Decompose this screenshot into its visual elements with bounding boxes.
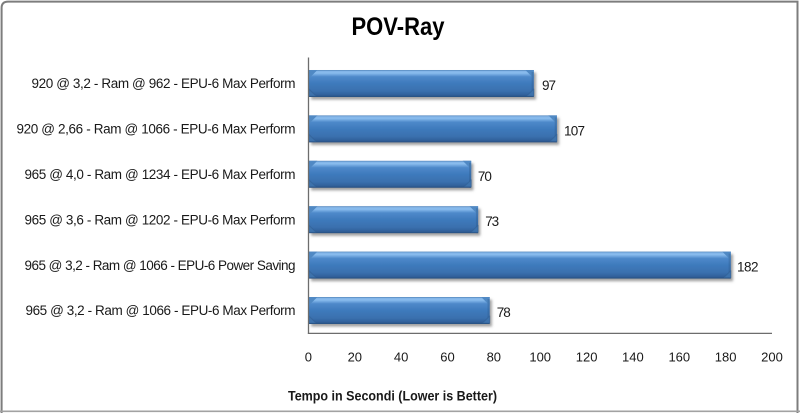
svg-text:60: 60 [440,350,454,365]
svg-text:920 @ 3,2 - Ram @ 962 - EPU-6: 920 @ 3,2 - Ram @ 962 - EPU-6 Max Perfor… [32,76,296,91]
svg-text:20: 20 [348,350,362,365]
svg-text:182: 182 [737,260,759,275]
svg-text:920 @ 2,66 - Ram @ 1066 - EPU-: 920 @ 2,66 - Ram @ 1066 - EPU-6 Max Perf… [17,122,296,137]
svg-text:100: 100 [529,350,551,365]
svg-text:Tempo in Secondi (Lower is Bet: Tempo in Secondi (Lower is Better) [288,388,497,404]
svg-text:965 @ 4,0 - Ram @ 1234 - EPU-6: 965 @ 4,0 - Ram @ 1234 - EPU-6 Max Perfo… [25,167,296,182]
svg-text:97: 97 [542,78,556,93]
svg-text:107: 107 [564,123,585,138]
svg-text:73: 73 [485,214,499,229]
svg-text:965 @ 3,2 - Ram @ 1066 - EPU-6: 965 @ 3,2 - Ram @ 1066 - EPU-6 Max Perfo… [26,303,296,318]
svg-text:965 @ 3,6 - Ram @ 1202 - EPU-6: 965 @ 3,6 - Ram @ 1202 - EPU-6 Max Perfo… [25,212,296,227]
svg-text:120: 120 [576,350,598,365]
svg-text:200: 200 [761,350,783,365]
svg-text:965 @ 3,2 - Ram @ 1066 - EPU-6: 965 @ 3,2 - Ram @ 1066 - EPU-6 Power Sav… [25,258,296,273]
svg-text:POV-Ray: POV-Ray [352,13,445,41]
svg-text:180: 180 [715,350,737,365]
svg-text:80: 80 [487,350,501,365]
svg-text:70: 70 [478,169,492,184]
svg-text:160: 160 [668,350,690,365]
svg-text:40: 40 [394,350,408,365]
svg-text:0: 0 [305,350,312,365]
svg-text:140: 140 [622,350,644,365]
svg-text:78: 78 [497,305,511,320]
